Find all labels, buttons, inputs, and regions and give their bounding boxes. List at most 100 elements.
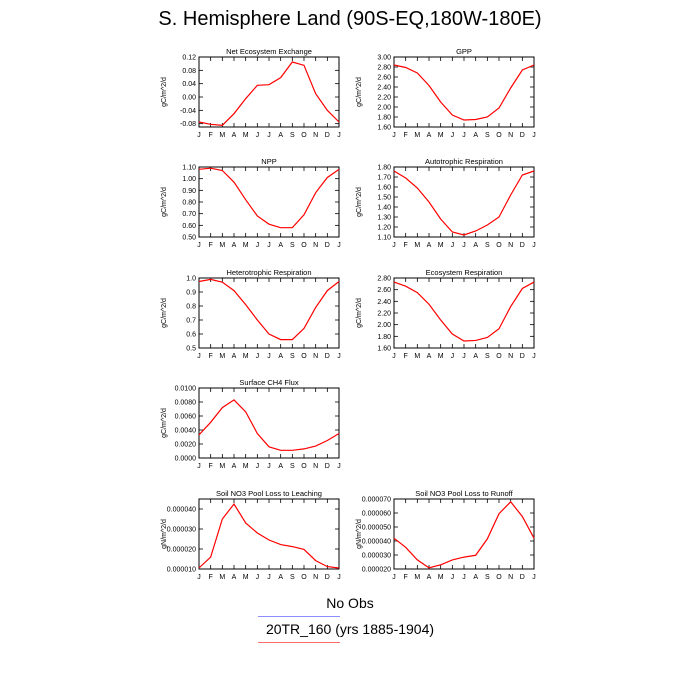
series-line [198, 278, 340, 341]
x-tick-label: M [243, 132, 249, 139]
x-tick-label: D [325, 242, 330, 249]
x-tick-label: A [473, 132, 478, 139]
x-tick-label: J [337, 132, 341, 139]
x-tick-label: J [451, 353, 455, 360]
x-tick-label: J [256, 463, 260, 470]
x-tick-label: D [520, 132, 525, 139]
y-tick-label: 1.80 [377, 334, 391, 341]
y-tick-label: 0.000010 [167, 567, 196, 574]
y-tick-label: 0.8 [186, 304, 196, 311]
y-tick-label: 1.20 [377, 225, 391, 232]
x-tick-label: D [325, 463, 330, 470]
panel-title: Autotrophic Respiration [425, 157, 503, 166]
chart-panel-4: Autotrophic Respiration 1.10 1.20 1.30 1.40 1… [356, 157, 536, 249]
x-tick-label: M [438, 132, 444, 139]
panel-title: NPP [261, 157, 276, 166]
series-line [393, 64, 535, 121]
y-tick-label: 0.000050 [362, 525, 391, 532]
y-tick-label: 0.5 [186, 346, 196, 353]
x-tick-label: M [414, 353, 420, 360]
x-tick-label: N [313, 132, 318, 139]
x-tick-label: F [404, 242, 408, 249]
y-tick-label: 0.50 [182, 235, 196, 242]
x-tick-label: O [301, 463, 307, 470]
x-tick-label: M [438, 242, 444, 249]
y-tick-label: 1.0 [186, 276, 196, 283]
x-tick-label: M [243, 463, 249, 470]
x-tick-label: F [209, 132, 213, 139]
x-tick-label: D [325, 132, 330, 139]
x-tick-label: O [301, 242, 307, 249]
x-tick-label: A [278, 132, 283, 139]
x-tick-label: J [532, 353, 536, 360]
x-tick-label: A [232, 132, 237, 139]
x-tick-label: N [508, 353, 513, 360]
series-line [198, 399, 340, 451]
x-tick-label: M [438, 353, 444, 360]
series-line [393, 281, 535, 342]
chart-panel-6: Ecosystem Respiration 1.60 1.80 2.00 2.20 2.4… [356, 268, 536, 360]
y-tick-label: 0.80 [182, 200, 196, 207]
y-tick-label: 1.70 [377, 175, 391, 182]
x-tick-label: A [232, 242, 237, 249]
y-tick-label: 0.000070 [362, 497, 391, 504]
x-tick-label: J [256, 132, 260, 139]
y-tick-label: 0.08 [182, 68, 196, 75]
x-tick-label: N [313, 242, 318, 249]
x-tick-label: F [209, 574, 213, 581]
series-line [393, 500, 535, 569]
x-tick-label: F [209, 353, 213, 360]
x-tick-label: A [232, 353, 237, 360]
x-tick-label: A [427, 132, 432, 139]
y-axis-label: gC/m^2/d [161, 408, 168, 438]
x-tick-label: A [427, 242, 432, 249]
x-tick-label: J [451, 574, 455, 581]
y-tick-label: 0.90 [182, 188, 196, 195]
legend-case-rule [258, 642, 340, 643]
y-tick-label: 0.7 [186, 318, 196, 325]
x-tick-label: J [337, 242, 341, 249]
x-tick-label: J [337, 353, 341, 360]
y-tick-label: 1.60 [377, 346, 391, 353]
series-line [198, 61, 340, 126]
y-tick-label: 2.40 [377, 85, 391, 92]
x-tick-label: N [508, 242, 513, 249]
x-tick-label: D [520, 574, 525, 581]
x-tick-label: A [278, 463, 283, 470]
y-tick-label: 1.10 [182, 165, 196, 172]
x-tick-label: F [404, 574, 408, 581]
x-tick-label: J [197, 574, 201, 581]
x-tick-label: M [219, 132, 225, 139]
y-tick-label: 2.00 [377, 322, 391, 329]
chart-panel-5: Heterotrophic Respiration 0.5 0.6 0.7 0.8 0.9… [161, 268, 341, 360]
y-tick-label: 2.00 [377, 105, 391, 112]
y-tick-label: 2.20 [377, 311, 391, 318]
series-line [198, 167, 340, 229]
x-tick-label: A [473, 242, 478, 249]
y-tick-label: 0.60 [182, 223, 196, 230]
plot-frame [198, 498, 340, 570]
x-tick-label: J [197, 463, 201, 470]
x-tick-label: O [301, 353, 307, 360]
y-tick-label: 1.60 [377, 125, 391, 132]
x-tick-label: O [496, 574, 502, 581]
y-tick-label: 2.40 [377, 299, 391, 306]
x-tick-label: S [485, 574, 490, 581]
y-tick-label: 2.60 [377, 75, 391, 82]
x-tick-label: M [243, 353, 249, 360]
x-tick-label: J [267, 463, 271, 470]
x-tick-label: J [532, 574, 536, 581]
x-tick-label: O [301, 132, 307, 139]
x-tick-label: M [414, 242, 420, 249]
y-tick-label: 0.0040 [175, 428, 197, 435]
y-tick-label: 1.40 [377, 205, 391, 212]
y-tick-label: -0.04 [180, 108, 196, 115]
y-axis-label: gC/m^2/d [356, 187, 363, 217]
x-tick-label: J [392, 132, 396, 139]
x-tick-label: M [219, 353, 225, 360]
x-tick-label: N [313, 574, 318, 581]
y-axis-label: gC/m^2/d [161, 187, 168, 217]
x-tick-label: A [278, 242, 283, 249]
